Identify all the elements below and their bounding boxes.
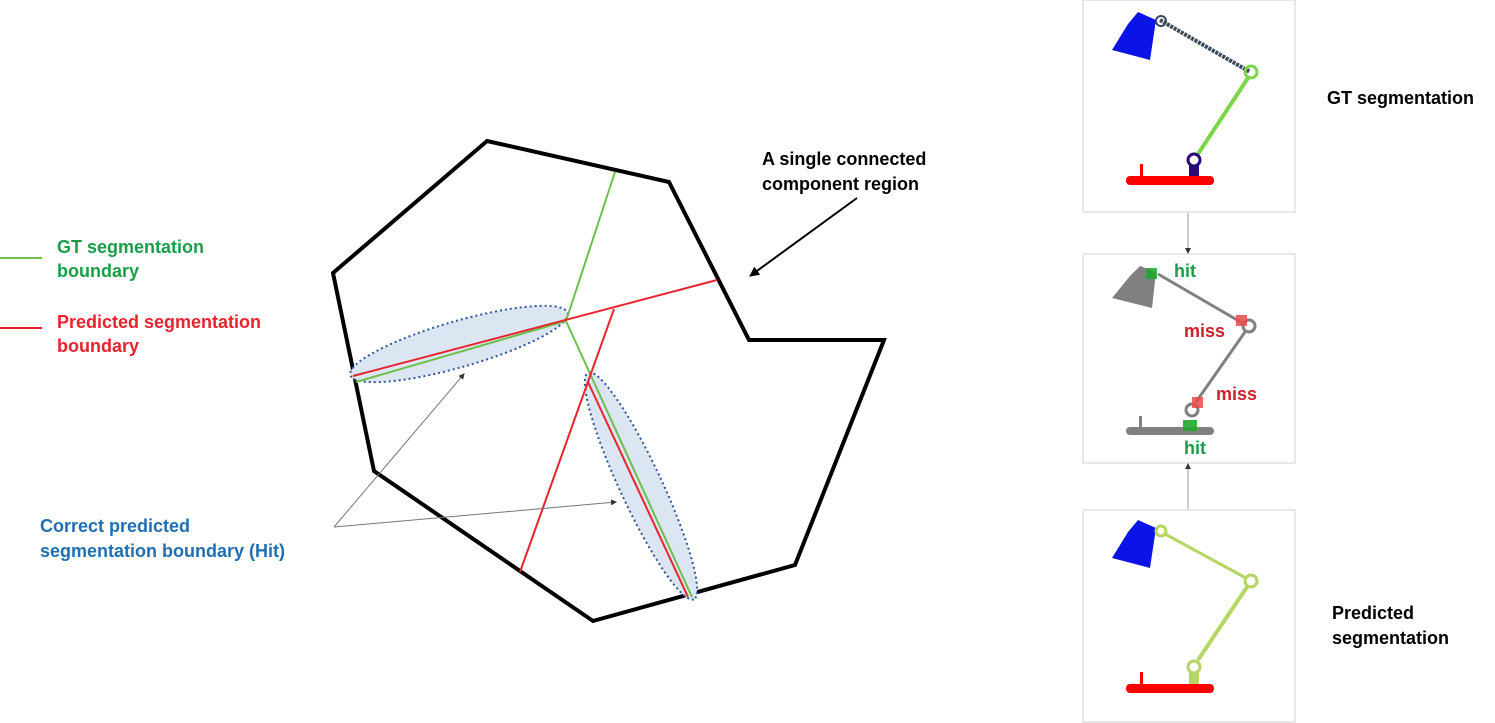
legend: GT segmentation boundary Predicted segme… <box>0 237 266 356</box>
gt-boundary-top <box>565 171 616 322</box>
predicted-segmentation-title: Predicted segmentation <box>1332 603 1449 648</box>
gt-boundary-lines <box>355 171 693 598</box>
legend-pred-label: Predicted segmentation boundary <box>57 312 266 356</box>
hit-pointer-to-right <box>333 499 617 528</box>
pred-boundary-upper <box>352 279 718 377</box>
mark-label-hit-bottom: hit <box>1184 438 1206 458</box>
mark-label-miss-upper: miss <box>1184 321 1225 341</box>
gt-lamp-shade <box>1112 12 1156 60</box>
pred-boundary-miss <box>519 308 615 573</box>
gt-lamp-image <box>1112 12 1259 185</box>
pred-lamp-base-knob <box>1140 672 1143 684</box>
region-label: A single connected component region <box>762 149 931 194</box>
miss-marker <box>1192 397 1203 408</box>
pred-lamp-joint-top <box>1154 524 1168 538</box>
pred-boundary-lines <box>352 279 718 598</box>
gt-lamp-joint-elbow <box>1243 64 1259 80</box>
hit-pointer-lines <box>333 373 617 528</box>
compare-lamp-upper-arm <box>1157 272 1245 326</box>
pred-boundary-hit <box>587 381 689 598</box>
mark-label-hit-top: hit <box>1174 261 1196 281</box>
pred-lamp-shade <box>1112 520 1156 568</box>
pred-lamp-joint-elbow <box>1243 573 1259 589</box>
gt-lamp-joint-top <box>1155 15 1167 27</box>
gt-lamp-base-knob <box>1140 164 1143 176</box>
gt-segmentation-title: GT segmentation <box>1327 88 1474 108</box>
pred-lamp-base <box>1126 684 1214 693</box>
gt-boundary-right <box>565 320 693 598</box>
compare-lamp-image <box>1112 266 1257 435</box>
pred-lamp-lower-arm <box>1196 585 1249 662</box>
pred-lamp-clamp <box>1189 672 1199 685</box>
hit-marker <box>1146 268 1157 279</box>
legend-gt-label: GT segmentation boundary <box>57 237 209 281</box>
compare-lamp-shade <box>1112 266 1156 308</box>
hit-marker <box>1183 420 1197 431</box>
gt-lamp-clamp <box>1189 165 1199 177</box>
compare-lamp-base <box>1126 427 1214 435</box>
hit-label: Correct predicted segmentation boundary … <box>40 516 285 561</box>
gt-boundary-left <box>355 320 567 383</box>
gt-lamp-base <box>1126 176 1214 185</box>
gt-lamp-lower-arm <box>1196 76 1250 156</box>
region-arrow <box>749 197 858 277</box>
pred-lamp-image <box>1112 520 1259 693</box>
hit-ellipse-left <box>349 304 569 384</box>
connected-component-region <box>330 138 887 624</box>
compare-lamp-lower-arm <box>1194 331 1247 403</box>
miss-marker <box>1236 315 1247 326</box>
mark-label-miss-lower: miss <box>1216 384 1257 404</box>
pred-lamp-upper-arm <box>1164 532 1247 580</box>
gt-lamp-upper-arm <box>1158 18 1252 74</box>
compare-lamp-base-knob <box>1139 416 1142 427</box>
hit-pointer-to-left <box>333 373 465 528</box>
